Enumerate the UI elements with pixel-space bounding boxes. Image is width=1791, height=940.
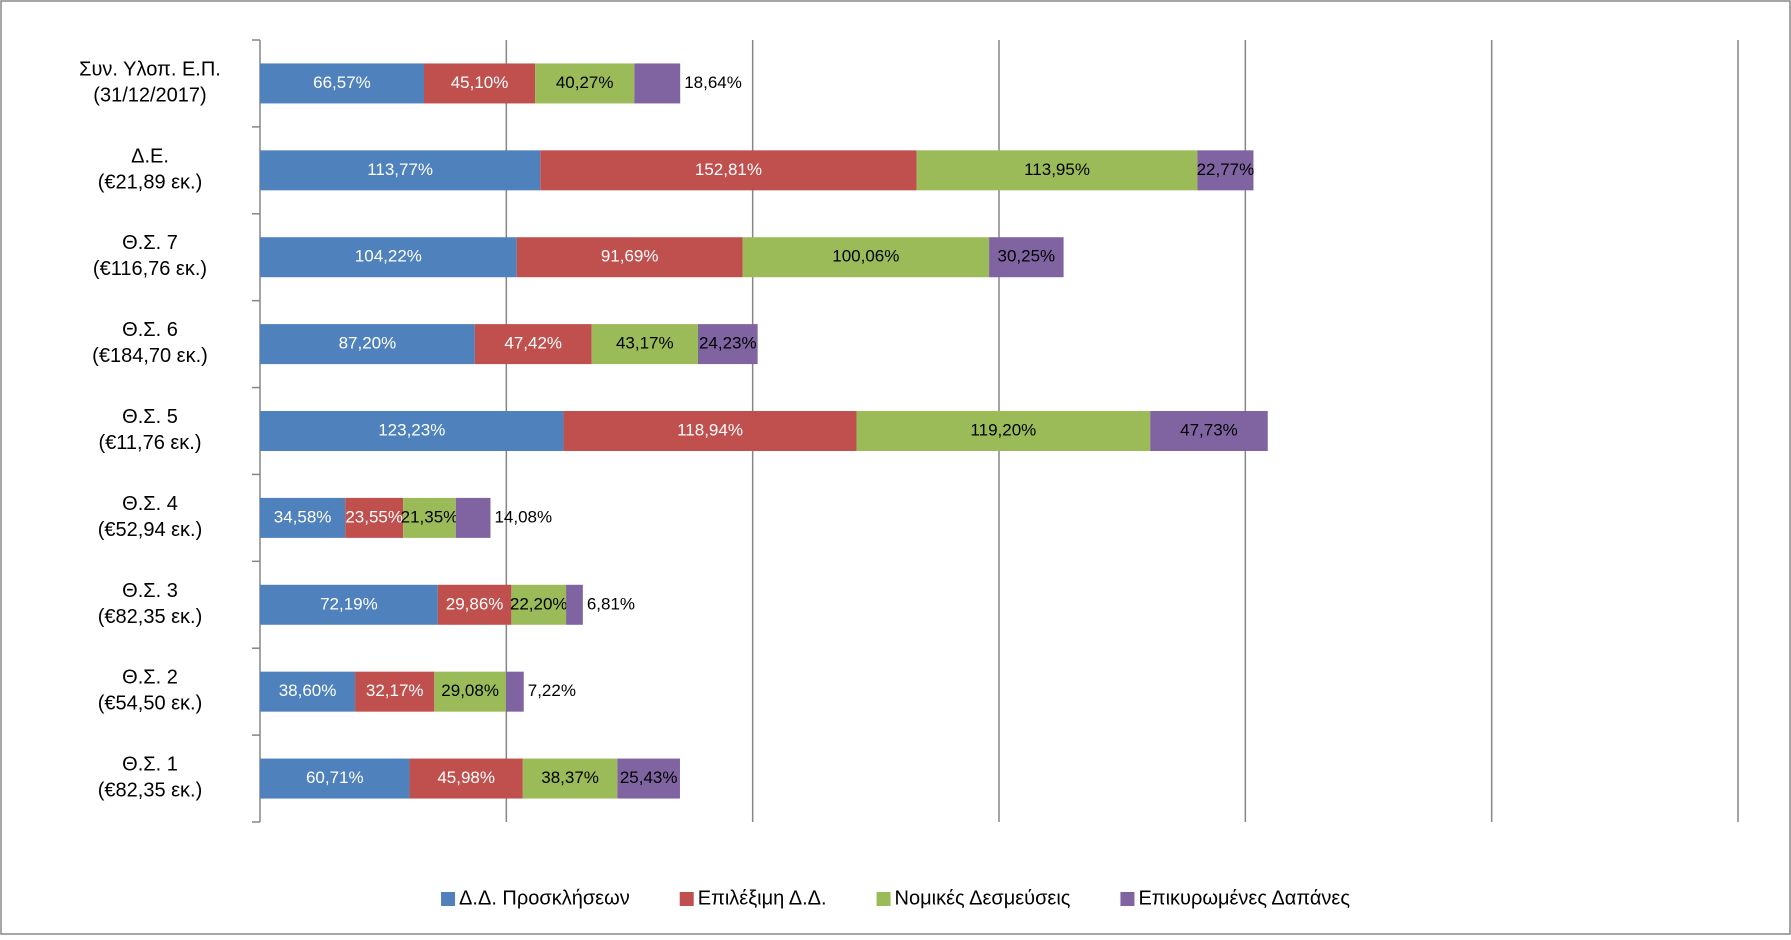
bar-segment (355, 671, 435, 712)
data-label: 21,35% (401, 507, 459, 526)
bar-segment (1150, 411, 1268, 451)
bar-segment (540, 150, 917, 191)
bar-segment (617, 758, 680, 799)
category-label: Θ.Σ. 6 (€184,70 εκ.) (92, 319, 208, 367)
data-label: 72,19% (320, 594, 378, 613)
bar-segment (511, 584, 567, 625)
bar-segment (856, 411, 1151, 451)
data-label: 22,20% (510, 594, 568, 613)
bar-segment (566, 584, 583, 625)
bar-segment (260, 324, 475, 365)
data-label: 32,17% (366, 681, 424, 700)
bar-segment (260, 584, 438, 625)
bar-segment (916, 150, 1198, 191)
data-label: 18,64% (684, 73, 742, 92)
legend-swatch (441, 892, 456, 906)
bar-segment (403, 497, 456, 538)
category-label: Δ.Ε. (€21,89 εκ.) (98, 146, 203, 194)
data-label: 43,17% (616, 334, 674, 353)
legend-swatch (1120, 892, 1135, 906)
data-label: 100,06% (832, 247, 899, 266)
data-label: 38,60% (279, 681, 337, 700)
data-label: 47,73% (1180, 420, 1238, 439)
bar-segment (989, 237, 1064, 278)
bar-segment (423, 63, 536, 104)
category-label: Θ.Σ. 4 (€52,94 εκ.) (98, 493, 203, 541)
bar-segment (563, 411, 857, 451)
bar-segment (697, 324, 758, 365)
legend-label: Νομικές Δεσμεύσεις (895, 887, 1071, 909)
bar-segment (742, 237, 990, 278)
category-label: Θ.Σ. 5 (€11,76 εκ.) (98, 406, 201, 454)
data-label: 104,22% (355, 247, 422, 266)
bar-segment (260, 63, 424, 104)
legend-label: Δ.Δ. Προσκλήσεων (459, 887, 630, 909)
legend-swatch (679, 892, 694, 906)
bar-segment (505, 671, 524, 712)
data-label: 29,86% (446, 594, 504, 613)
bar-segment (455, 497, 491, 538)
bar-segment (434, 671, 506, 712)
data-label: 29,08% (441, 681, 499, 700)
legend-swatch (876, 892, 891, 906)
data-label: 91,69% (601, 247, 659, 266)
data-label: 34,58% (274, 507, 332, 526)
data-label: 123,23% (378, 420, 445, 439)
data-label: 113,77% (367, 160, 433, 179)
bar-segment (591, 324, 698, 365)
bar-segment (634, 63, 681, 104)
data-label: 152,81% (695, 160, 762, 179)
data-label: 22,77% (1197, 160, 1255, 179)
data-label: 6,81% (587, 594, 635, 613)
bar-segment (516, 237, 743, 278)
bar-segment (260, 237, 517, 278)
bar-segment (409, 758, 523, 799)
legend-label: Επικυρωμένες Δαπάνες (1138, 887, 1350, 909)
legend-label: Επιλέξιμη Δ.Δ. (698, 887, 827, 909)
category-label: Θ.Σ. 2 (€54,50 εκ.) (98, 667, 203, 715)
bar-segment (437, 584, 512, 625)
data-label: 45,10% (451, 73, 509, 92)
data-label: 25,43% (620, 768, 678, 787)
data-label: 40,27% (556, 73, 614, 92)
data-label: 7,22% (528, 681, 576, 700)
data-label: 14,08% (494, 507, 552, 526)
bar-segment (260, 497, 346, 538)
bar-segment (260, 411, 564, 451)
legend: Δ.Δ. Προσκλήσεων Επιλέξιμη Δ.Δ. Νομικές Δε… (441, 887, 1350, 909)
category-label: Θ.Σ. 7 (€116,76 εκ.) (93, 233, 207, 281)
data-label: 30,25% (997, 247, 1055, 266)
category-label: Συν. Υλοπ. Ε.Π. (31/12/2017) (79, 59, 221, 107)
category-label: Θ.Σ. 1 (€82,35 εκ.) (98, 754, 203, 802)
bar-segment (535, 63, 635, 104)
data-label: 47,42% (504, 334, 562, 353)
category-label: Θ.Σ. 3 (€82,35 εκ.) (98, 580, 203, 628)
bar-segment (474, 324, 592, 365)
data-label: 45,98% (437, 768, 495, 787)
data-label: 60,71% (306, 768, 364, 787)
bar-segment (260, 150, 541, 191)
data-label: 87,20% (339, 334, 397, 353)
bar-segment (1197, 150, 1254, 191)
data-label: 119,20% (970, 420, 1036, 439)
data-label: 24,23% (699, 334, 757, 353)
data-label: 113,95% (1024, 160, 1090, 179)
bar-segment (522, 758, 618, 799)
bar-segment (260, 671, 356, 712)
data-label: 66,57% (313, 73, 371, 92)
bar-segment (345, 497, 404, 538)
bar-segment (260, 758, 410, 799)
data-label: 23,55% (345, 507, 403, 526)
data-label: 38,37% (541, 768, 599, 787)
data-label: 118,94% (677, 420, 743, 439)
